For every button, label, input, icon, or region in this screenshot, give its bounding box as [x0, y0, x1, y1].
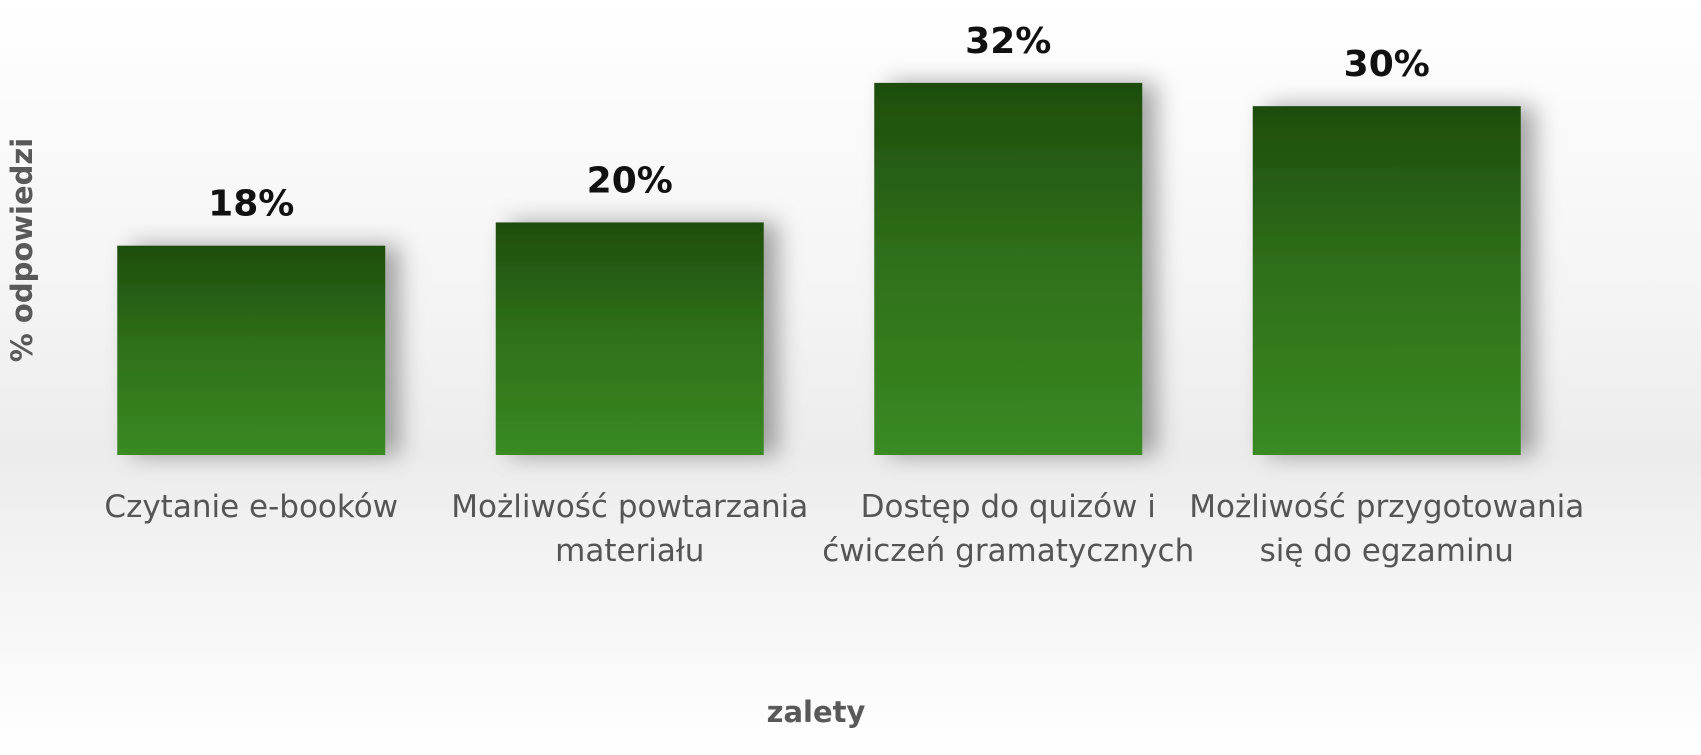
y-axis-title: % odpowiedzi — [5, 138, 39, 363]
value-label: 20% — [587, 160, 673, 201]
bar — [117, 245, 386, 455]
x-axis-title: zalety — [767, 695, 866, 729]
bar — [1252, 106, 1521, 456]
x-tick-label: Możliwość przygotowania się do egzaminu — [1189, 489, 1585, 569]
x-tick-label: Dostęp do quizów i ćwiczeń gramatycznych — [822, 489, 1195, 569]
bar — [495, 222, 764, 455]
x-tick-label: Możliwość powtarzania materiału — [451, 489, 809, 569]
bar — [874, 82, 1143, 455]
value-label: 32% — [965, 21, 1051, 62]
x-tick-label: Czytanie e-booków — [104, 489, 399, 525]
value-label: 30% — [1344, 44, 1430, 85]
value-label: 18% — [208, 184, 294, 225]
